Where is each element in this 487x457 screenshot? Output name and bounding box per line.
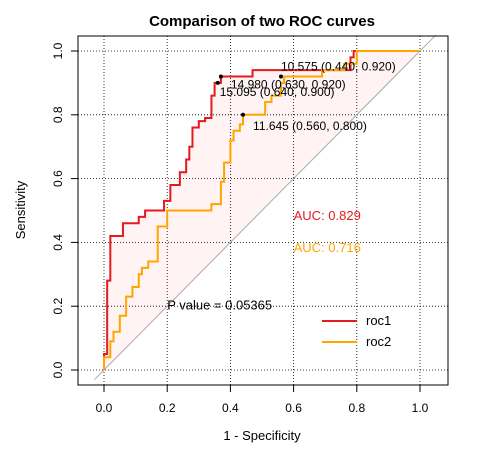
y-tick-label: 0.6 bbox=[51, 170, 65, 187]
x-tick-label: 0.8 bbox=[348, 401, 365, 415]
plot-frame bbox=[77, 35, 449, 386]
y-axis-title: Sensitivity bbox=[13, 180, 28, 239]
x-tick-label: 0.4 bbox=[222, 401, 239, 415]
legend-label-roc2: roc2 bbox=[366, 334, 391, 349]
y-tick-label: 1.0 bbox=[51, 42, 65, 59]
threshold-dot bbox=[241, 112, 246, 117]
y-tick-label: 0.8 bbox=[51, 106, 65, 123]
threshold-label: 10.575 (0.440, 0.920) bbox=[281, 60, 396, 74]
p-value-label: P value = 0.05365 bbox=[167, 297, 272, 312]
threshold-dot bbox=[218, 74, 223, 79]
series-lines bbox=[103, 50, 420, 370]
x-tick-label: 0.2 bbox=[159, 401, 176, 415]
x-tick-label: 0.0 bbox=[96, 401, 113, 415]
threshold-label: 14.980 (0.630, 0.920) bbox=[231, 78, 346, 92]
chart-title: Comparison of two ROC curves bbox=[149, 13, 375, 30]
auc-label-roc2: AUC: 0.716 bbox=[294, 240, 361, 255]
x-tick-label: 0.6 bbox=[285, 401, 302, 415]
threshold-label: 11.645 (0.560, 0.800) bbox=[253, 119, 367, 133]
y-tick-label: 0.2 bbox=[51, 298, 65, 315]
auc-label-roc1: AUC: 0.829 bbox=[294, 208, 361, 223]
threshold-dot bbox=[278, 74, 283, 79]
threshold-dot bbox=[215, 80, 220, 85]
chance-diagonal bbox=[94, 34, 437, 380]
x-axis-title: 1 - Specificity bbox=[223, 428, 301, 443]
y-tick-label: 0.4 bbox=[51, 234, 65, 251]
series-line-roc2 bbox=[103, 50, 420, 370]
x-tick-label: 1.0 bbox=[412, 401, 429, 415]
threshold-markers: 14.980 (0.630, 0.920)15.095 (0.640, 0.90… bbox=[215, 60, 396, 133]
series-line-roc1 bbox=[103, 50, 420, 370]
y-tick-label: 0.0 bbox=[51, 361, 65, 378]
threshold-label: 15.095 (0.640, 0.900) bbox=[220, 85, 335, 99]
legend-label-roc1: roc1 bbox=[366, 313, 391, 328]
legend: roc1 roc2 bbox=[322, 313, 391, 349]
